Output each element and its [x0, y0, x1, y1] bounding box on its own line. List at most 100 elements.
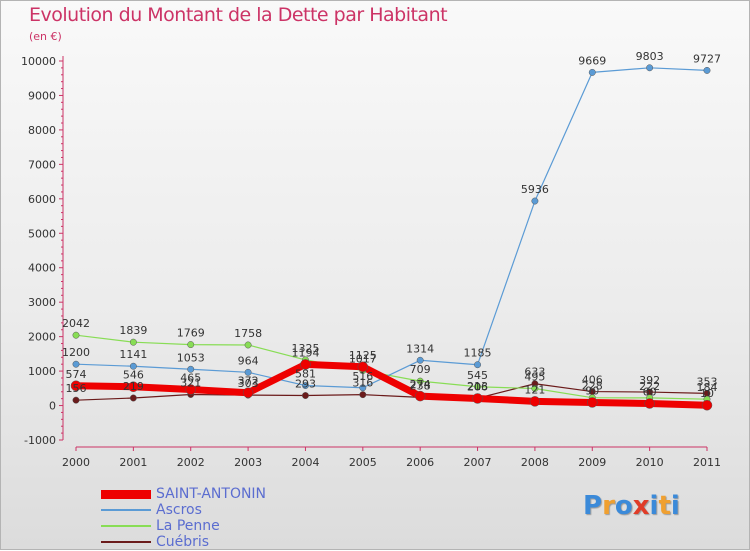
logo-letter: t: [658, 491, 671, 521]
logo-letter: i: [670, 491, 680, 521]
x-tick-label: 2002: [177, 456, 205, 469]
data-label: 222: [639, 380, 660, 393]
data-label: 60: [643, 385, 657, 398]
proxiti-logo: Proxiti: [583, 491, 680, 521]
data-label: 1200: [62, 346, 90, 359]
data-label: 303: [238, 377, 259, 390]
data-label: 633: [524, 366, 545, 379]
data-point: [244, 368, 252, 376]
data-label: 121: [524, 383, 545, 396]
data-label: 90: [585, 384, 599, 397]
data-label: 392: [639, 374, 660, 387]
legend-label: Ascros: [156, 502, 202, 518]
y-tick-label: -1000: [24, 434, 56, 447]
data-label: 9669: [578, 54, 606, 67]
data-label: 274: [410, 378, 431, 391]
data-label: 219: [123, 380, 144, 393]
y-tick-label: 10000: [21, 55, 56, 68]
data-point: [129, 362, 137, 370]
data-point: [359, 391, 367, 399]
y-tick-label: 9000: [28, 89, 56, 102]
x-tick-label: 2008: [521, 456, 549, 469]
data-label: 10: [700, 387, 714, 400]
data-point: [300, 359, 311, 370]
x-tick-label: 2004: [291, 456, 319, 469]
x-tick-label: 2006: [406, 456, 434, 469]
data-label: 206: [467, 380, 488, 393]
x-tick-label: 2007: [464, 456, 492, 469]
y-tick-label: 4000: [28, 262, 56, 275]
legend-item: SAINT-ANTONIN: [101, 486, 266, 502]
data-point: [70, 380, 82, 392]
y-tick-label: 6000: [28, 193, 56, 206]
data-label: 238: [410, 379, 431, 392]
data-point: [185, 384, 196, 395]
data-label: 353: [697, 375, 718, 388]
data-point: [72, 331, 80, 339]
data-label: 581: [295, 368, 316, 381]
legend-item: La Penne: [101, 518, 266, 534]
data-label: 184: [697, 381, 718, 394]
data-label: 1758: [234, 327, 262, 340]
unit-label: (en €): [29, 30, 62, 43]
data-point: [72, 360, 80, 368]
data-label: 709: [410, 363, 431, 376]
data-point: [187, 341, 195, 349]
data-point: [529, 396, 541, 407]
data-point: [302, 392, 309, 399]
legend-swatch: [101, 525, 151, 527]
data-label: 465: [180, 372, 201, 385]
data-label: 1839: [119, 324, 147, 337]
legend-label: La Penne: [156, 518, 220, 534]
data-point: [474, 361, 481, 369]
logo-letter: P: [583, 491, 603, 521]
series-line: [72, 360, 711, 409]
data-label: 546: [123, 369, 144, 382]
data-point: [244, 341, 252, 349]
x-tick-label: 2009: [578, 456, 606, 469]
legend-label: SAINT-ANTONIN: [156, 486, 267, 502]
data-label: 1125: [349, 349, 377, 362]
data-label: 228: [582, 380, 603, 393]
data-point: [472, 393, 483, 404]
series-line: [75, 334, 708, 400]
data-point: [357, 361, 369, 373]
y-tick-label: 2000: [28, 331, 56, 344]
data-point: [414, 390, 426, 402]
data-label: 545: [467, 369, 488, 382]
data-label: 316: [352, 377, 373, 390]
data-label: 1185: [464, 347, 492, 360]
data-label: 213: [467, 380, 488, 393]
x-tick-label: 2001: [119, 456, 147, 469]
data-label: 1141: [119, 348, 147, 361]
data-point: [531, 385, 539, 392]
data-point: [416, 356, 424, 364]
data-label: 1314: [406, 342, 434, 355]
data-point: [644, 398, 655, 409]
data-point: [187, 365, 195, 373]
data-point: [701, 399, 713, 411]
series-line: [75, 67, 708, 389]
data-point: [242, 387, 254, 398]
x-tick-label: 2003: [234, 456, 262, 469]
x-tick-label: 2011: [693, 456, 721, 469]
data-label: 9727: [693, 52, 721, 65]
data-point: [646, 64, 654, 72]
data-label: 406: [582, 374, 603, 387]
data-label: 964: [238, 354, 259, 367]
data-point: [531, 197, 539, 205]
data-label: 1053: [177, 351, 205, 364]
data-label: 372: [238, 375, 259, 388]
data-label: 156: [66, 382, 87, 395]
y-tick-label: 8000: [28, 124, 56, 137]
data-label: 1769: [177, 327, 205, 340]
y-tick-label: 7000: [28, 158, 56, 171]
logo-letter: o: [614, 491, 633, 521]
data-point: [128, 381, 139, 392]
data-point: [359, 384, 367, 392]
data-label: 1325: [291, 342, 319, 355]
data-label: 516: [352, 370, 373, 383]
legend-label: Cuébris: [156, 534, 210, 550]
legend-swatch: [101, 541, 151, 543]
